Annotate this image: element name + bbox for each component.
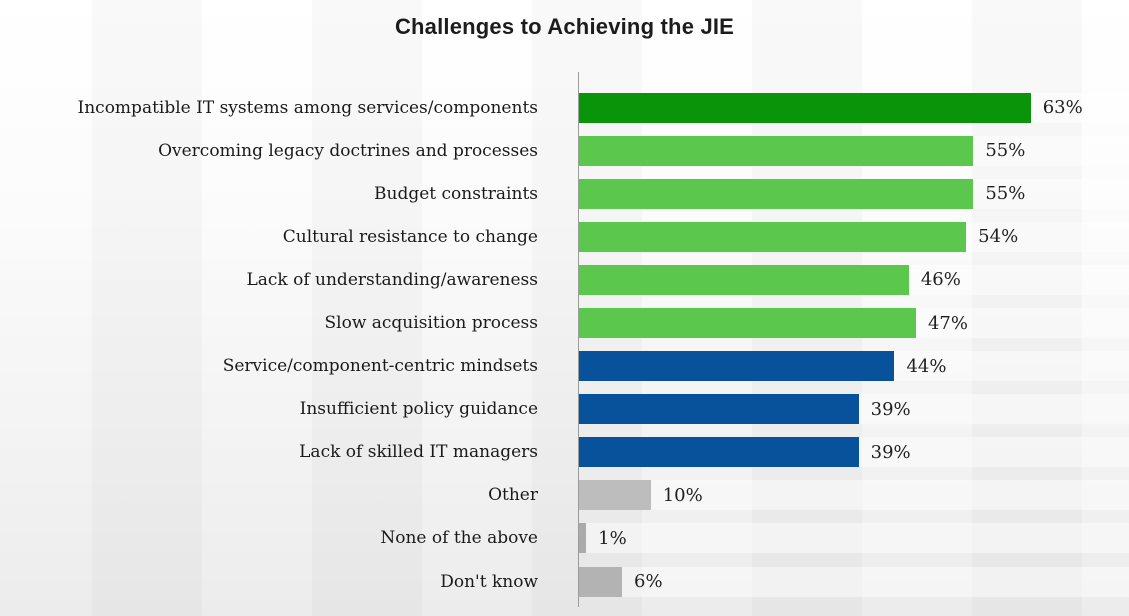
category-label: Overcoming legacy doctrines and processe… bbox=[158, 140, 538, 161]
bar-cell: 44% bbox=[579, 345, 1129, 388]
category-label: Slow acquisition process bbox=[324, 313, 539, 334]
bar bbox=[579, 221, 967, 252]
bar-cell: 46% bbox=[579, 258, 1129, 301]
row-band bbox=[579, 566, 1129, 597]
value-label: 1% bbox=[598, 527, 627, 549]
category-label: Cultural resistance to change bbox=[282, 226, 538, 247]
category-label: Incompatible IT systems among services/c… bbox=[77, 97, 538, 118]
bar-cell: 39% bbox=[579, 431, 1129, 474]
chart-row: Don't know 6% bbox=[0, 560, 1129, 603]
value-label: 54% bbox=[978, 226, 1019, 248]
value-label: 39% bbox=[870, 398, 911, 420]
row-band bbox=[579, 480, 1129, 511]
bar-cell: 10% bbox=[579, 474, 1129, 517]
chart-row: Budget constraints 55% bbox=[0, 172, 1129, 215]
bar bbox=[579, 178, 974, 209]
bar bbox=[579, 523, 587, 554]
bar-cell: 47% bbox=[579, 301, 1129, 344]
bar-cell: 54% bbox=[579, 215, 1129, 258]
bar bbox=[579, 264, 909, 295]
bar bbox=[579, 308, 916, 339]
bar-cell: 55% bbox=[579, 172, 1129, 215]
bar bbox=[579, 394, 859, 425]
bar bbox=[579, 566, 623, 597]
value-label: 63% bbox=[1042, 97, 1083, 119]
bar-cell: 1% bbox=[579, 517, 1129, 560]
plot-area: Incompatible IT systems among services/c… bbox=[0, 72, 1129, 607]
category-label: Other bbox=[488, 485, 538, 506]
bar bbox=[579, 135, 974, 166]
chart-row: Cultural resistance to change 54% bbox=[0, 215, 1129, 258]
bar bbox=[579, 351, 895, 382]
value-label: 6% bbox=[634, 571, 663, 593]
bar-cell: 55% bbox=[579, 129, 1129, 172]
bar-cell: 39% bbox=[579, 388, 1129, 431]
bar bbox=[579, 480, 651, 511]
bar bbox=[579, 92, 1031, 123]
category-label: Don't know bbox=[440, 571, 538, 592]
value-label: 55% bbox=[985, 140, 1026, 162]
category-label: Lack of understanding/awareness bbox=[246, 269, 538, 290]
row-band bbox=[579, 523, 1129, 554]
value-label: 55% bbox=[985, 183, 1026, 205]
bar-cell: 63% bbox=[579, 86, 1129, 129]
chart-rows: Incompatible IT systems among services/c… bbox=[0, 86, 1129, 603]
chart-row: Overcoming legacy doctrines and processe… bbox=[0, 129, 1129, 172]
category-label: None of the above bbox=[380, 528, 538, 549]
chart-row: Slow acquisition process 47% bbox=[0, 301, 1129, 344]
chart-row: Service/component-centric mindsets 44% bbox=[0, 345, 1129, 388]
category-label: Insufficient policy guidance bbox=[299, 399, 538, 420]
chart-row: Insufficient policy guidance 39% bbox=[0, 388, 1129, 431]
chart-row: Lack of skilled IT managers 39% bbox=[0, 431, 1129, 474]
chart-row: Incompatible IT systems among services/c… bbox=[0, 86, 1129, 129]
value-label: 47% bbox=[927, 312, 968, 334]
y-axis-line bbox=[578, 72, 579, 607]
category-label: Lack of skilled IT managers bbox=[299, 442, 538, 463]
value-label: 10% bbox=[662, 484, 703, 506]
chart-title: Challenges to Achieving the JIE bbox=[394, 14, 735, 39]
bar-cell: 6% bbox=[579, 560, 1129, 603]
chart-row: Lack of understanding/awareness 46% bbox=[0, 258, 1129, 301]
chart-row: Other 10% bbox=[0, 474, 1129, 517]
value-label: 46% bbox=[920, 269, 961, 291]
bar bbox=[579, 437, 859, 468]
category-label: Budget constraints bbox=[374, 183, 538, 204]
chart-row: None of the above 1% bbox=[0, 517, 1129, 560]
category-label: Service/component-centric mindsets bbox=[222, 356, 538, 377]
value-label: 44% bbox=[906, 355, 947, 377]
value-label: 39% bbox=[870, 441, 911, 463]
